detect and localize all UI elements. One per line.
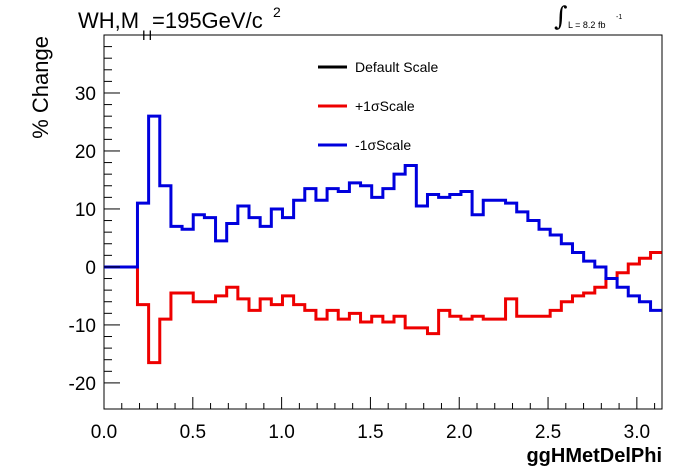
luminosity-label: L = 8.2 fb [568,20,606,30]
x-tick-label: 3.0 [624,422,650,443]
legend-label-1: +1σScale [355,98,415,114]
luminosity-exponent: -1 [616,14,623,21]
axis-layer: 0.0 0.5 1.0 1.5 2.0 2.5 3.0 -20 -10 0 10 20 30 ggHMet… [28,34,662,467]
legend-label-2: -1σScale [355,137,411,153]
chart-title: WH,M [78,8,140,33]
integral-icon: ∫ [554,2,568,32]
series-layer [104,114,662,365]
x-tick-label: 0.0 [91,422,117,443]
y-tick-label: 0 [85,258,96,279]
y-tick-label: -20 [69,374,96,395]
legend: Default Scale +1σScale -1σScale [318,59,438,153]
y-tick-label: -10 [69,316,96,337]
plot-frame [103,34,663,410]
x-tick-label: 2.0 [446,422,472,443]
x-tick-label: 0.5 [180,422,206,443]
series-line-1 [104,250,662,365]
x-tick-label: 2.5 [535,422,561,443]
x-axis-title: ggHMetDelPhi [526,445,662,467]
chart-title-rest: =195GeV/c [152,8,263,33]
x-tick-label: 1.0 [268,422,294,443]
chart-title-superscript: 2 [273,4,281,20]
y-tick-label: 30 [75,84,96,105]
y-tick-label: 20 [75,142,96,163]
y-tick-label: 10 [75,200,96,221]
legend-label-0: Default Scale [355,59,438,75]
x-tick-label: 1.5 [357,422,383,443]
series-line-2 [104,114,662,312]
y-axis-title: % Change [28,36,53,139]
